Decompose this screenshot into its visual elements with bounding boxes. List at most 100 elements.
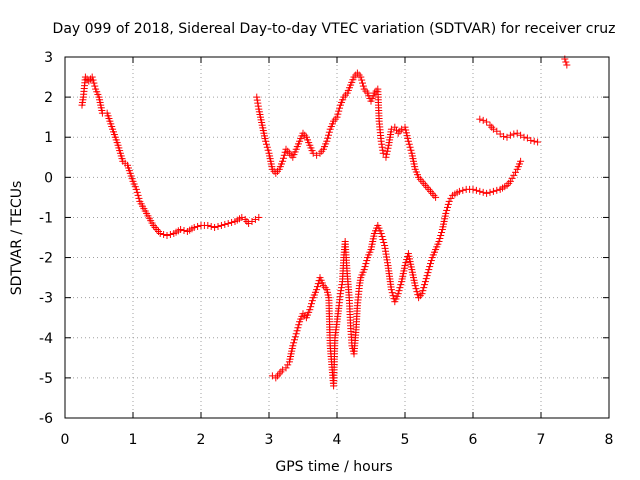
data-point xyxy=(308,297,316,305)
data-point xyxy=(426,263,434,271)
data-point xyxy=(291,333,299,341)
y-tick-label: -5 xyxy=(39,371,53,387)
chart-title: Day 099 of 2018, Sidereal Day-to-day VTE… xyxy=(53,21,616,37)
y-axis-label: SDTVAR / TECUs xyxy=(9,181,25,296)
data-point xyxy=(534,138,542,146)
data-point xyxy=(437,231,445,239)
data-point xyxy=(282,364,290,372)
data-point xyxy=(377,137,385,145)
data-point xyxy=(530,137,538,145)
data-point xyxy=(336,104,344,112)
data-point xyxy=(132,185,140,193)
series-track-4 xyxy=(476,115,542,146)
x-tick-label: 2 xyxy=(197,432,206,448)
data-point xyxy=(387,286,395,294)
data-point xyxy=(357,73,365,81)
data-point xyxy=(361,263,369,271)
data-point xyxy=(291,336,298,344)
data-point xyxy=(325,131,332,139)
data-point xyxy=(407,146,415,154)
data-point xyxy=(279,154,287,162)
data-point xyxy=(455,187,463,195)
data-point xyxy=(383,147,391,155)
data-point xyxy=(393,126,400,134)
data-point xyxy=(401,262,409,270)
data-point xyxy=(263,143,271,151)
x-tick-label: 8 xyxy=(605,432,614,448)
data-point xyxy=(379,236,387,244)
data-point xyxy=(377,229,385,237)
y-tick-label: -6 xyxy=(39,411,53,427)
data-point xyxy=(194,222,202,230)
data-point xyxy=(156,229,164,237)
x-tick-label: 0 xyxy=(61,432,70,448)
data-point xyxy=(336,290,344,298)
data-point xyxy=(422,275,430,283)
data-point xyxy=(363,257,371,265)
data-point xyxy=(444,200,452,208)
data-point xyxy=(89,76,97,84)
data-point xyxy=(506,177,514,185)
data-point xyxy=(135,194,143,202)
data-point xyxy=(472,186,480,194)
data-point xyxy=(391,123,399,131)
y-tick-label: -3 xyxy=(39,291,53,307)
data-point xyxy=(204,221,212,229)
data-point xyxy=(290,339,298,347)
data-point xyxy=(262,140,270,148)
data-point xyxy=(88,73,96,81)
data-point xyxy=(427,257,435,265)
data-point xyxy=(512,168,519,176)
data-point xyxy=(435,238,443,246)
data-point xyxy=(280,151,288,159)
data-point xyxy=(325,128,333,136)
data-point xyxy=(253,93,261,101)
data-point xyxy=(419,287,427,295)
data-point xyxy=(379,149,387,157)
data-point xyxy=(134,191,142,199)
data-point xyxy=(293,327,301,335)
data-point xyxy=(445,197,453,205)
data-point xyxy=(90,79,98,87)
data-point xyxy=(313,286,321,294)
data-point xyxy=(160,230,168,238)
series-track-3 xyxy=(268,157,525,390)
data-point xyxy=(421,278,429,286)
x-tick-label: 5 xyxy=(401,432,410,448)
x-tick-label: 3 xyxy=(265,432,274,448)
data-point xyxy=(264,146,272,154)
y-tick-label: -4 xyxy=(39,331,53,347)
data-point xyxy=(411,282,419,290)
series-track-5 xyxy=(561,55,571,69)
data-point xyxy=(255,213,263,221)
data-point xyxy=(359,79,366,87)
data-point xyxy=(384,144,392,152)
data-point xyxy=(91,82,99,90)
data-point xyxy=(395,287,403,295)
data-point xyxy=(563,61,571,69)
data-point xyxy=(447,194,455,202)
data-point xyxy=(337,287,345,295)
data-point xyxy=(359,82,367,90)
data-point xyxy=(506,131,514,139)
data-point xyxy=(418,290,426,298)
data-point xyxy=(378,143,386,151)
data-point xyxy=(520,133,528,141)
data-point xyxy=(207,222,215,230)
series-track-2 xyxy=(253,69,440,201)
data-point xyxy=(432,193,440,201)
data-point xyxy=(378,232,386,240)
data-point xyxy=(493,186,501,194)
y-tick-label: -1 xyxy=(39,210,53,226)
data-point xyxy=(338,281,346,289)
x-tick-label: 4 xyxy=(333,432,342,448)
data-point xyxy=(295,321,303,329)
data-point xyxy=(396,284,404,292)
data-point xyxy=(412,285,420,293)
data-point xyxy=(442,209,450,217)
data-point xyxy=(324,134,332,142)
data-point xyxy=(217,221,225,229)
data-point xyxy=(413,288,421,296)
data-point xyxy=(425,266,433,274)
data-point xyxy=(254,102,262,110)
